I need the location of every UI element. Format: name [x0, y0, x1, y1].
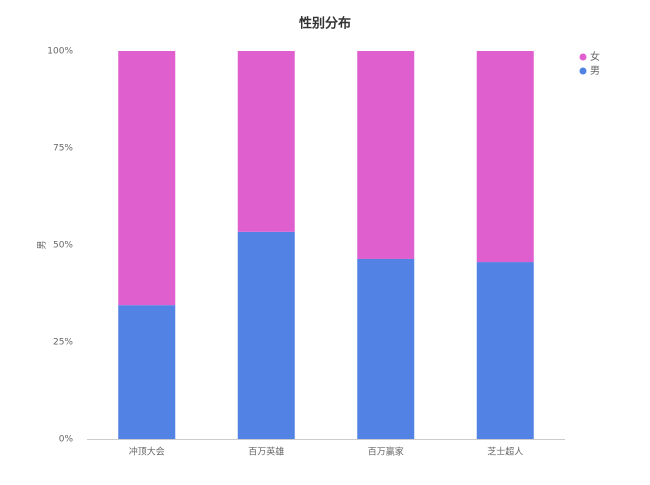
legend-marker — [579, 67, 587, 75]
y-tick-label: 50% — [53, 241, 73, 251]
y-axis-label: 男 — [37, 240, 48, 249]
bar-segment — [118, 51, 176, 306]
bar-segment — [237, 51, 295, 232]
x-tick-label: 冲顶大会 — [129, 446, 165, 458]
x-tick-label: 百万英雄 — [248, 446, 284, 458]
bar-segment — [237, 231, 295, 439]
y-tick-label: 0% — [59, 435, 74, 445]
legend-marker — [579, 53, 587, 61]
x-tick-label: 芝士超人 — [487, 446, 523, 458]
chart-title: 性别分布 — [299, 16, 351, 32]
x-tick-label: 百万赢家 — [368, 446, 404, 458]
legend-text: 女 — [590, 50, 600, 63]
legend-text: 男 — [590, 65, 600, 77]
y-tick-label: 75% — [53, 144, 73, 154]
bar-segment — [357, 258, 415, 439]
bar-segment — [357, 51, 415, 259]
bar-segment — [118, 305, 176, 439]
y-tick-label: 25% — [53, 338, 73, 348]
bar-segment — [476, 262, 534, 439]
bar-segment — [476, 51, 534, 263]
y-tick-label: 100% — [47, 47, 73, 57]
